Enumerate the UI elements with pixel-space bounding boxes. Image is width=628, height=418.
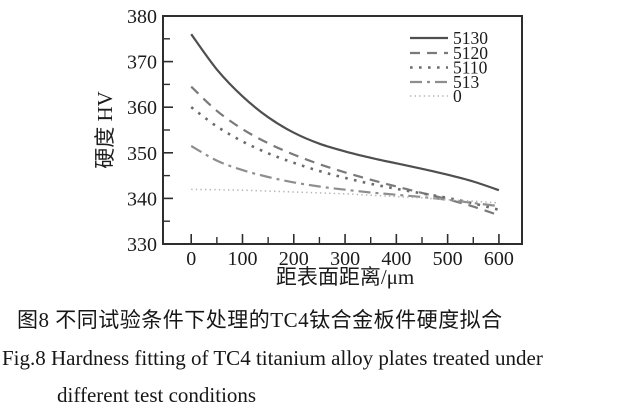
y-tick-label: 370 bbox=[127, 52, 157, 74]
x-tick-label: 400 bbox=[381, 248, 411, 270]
series-line-5130 bbox=[190, 33, 500, 192]
caption-english-line2: different test conditions bbox=[57, 383, 257, 407]
series-line-0 bbox=[191, 188, 499, 204]
y-axis-label: 硬度 HV bbox=[93, 91, 117, 169]
hardness-line-chart: 0 100 200 300 400 500 600 330 340 350 360 370 380 距表面… bbox=[93, 6, 523, 289]
caption-chinese: 图8 不同试验条件下处理的TC4钛合金板件硬度拟合 bbox=[17, 308, 503, 332]
x-axis-label: 距表面距离/μm bbox=[276, 265, 414, 289]
series-line-5120 bbox=[190, 85, 500, 217]
x-tick-label: 600 bbox=[484, 248, 514, 270]
legend-label-5130: 5130 bbox=[453, 28, 488, 48]
legend-label-513: 513 bbox=[453, 72, 480, 92]
x-tick-label: 200 bbox=[279, 248, 309, 270]
y-tick-label: 340 bbox=[127, 188, 157, 210]
x-tick-label: 300 bbox=[330, 248, 360, 270]
x-tick-label: 500 bbox=[433, 248, 463, 270]
legend-label-5110: 5110 bbox=[453, 58, 488, 78]
hardness-chart: 0 100 200 300 400 500 600 330 340 350 360 370 380 距表面… bbox=[93, 6, 523, 289]
x-tick-label: 0 bbox=[186, 248, 196, 270]
y-tick-label: 330 bbox=[127, 234, 157, 256]
legend-label-0: 0 bbox=[453, 86, 462, 106]
legend-label-5120: 5120 bbox=[453, 43, 488, 63]
series-line-5110 bbox=[190, 106, 500, 212]
y-tick-label: 350 bbox=[127, 143, 157, 165]
y-tick-label: 380 bbox=[127, 6, 157, 28]
x-tick-label: 100 bbox=[227, 248, 257, 270]
series-line-513 bbox=[190, 145, 500, 208]
y-tick-label: 360 bbox=[127, 97, 157, 119]
caption-english-line1: Fig.8 Hardness fitting of TC4 titanium a… bbox=[2, 346, 543, 370]
